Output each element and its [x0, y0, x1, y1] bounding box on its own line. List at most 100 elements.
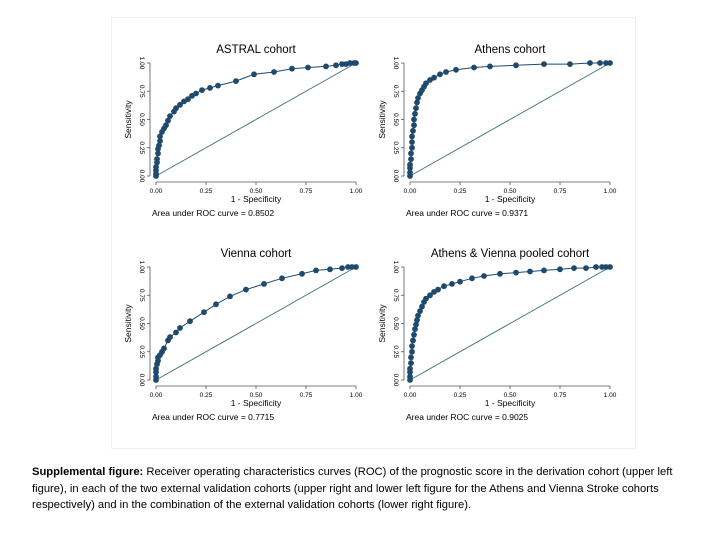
- roc-point: [453, 66, 459, 73]
- roc-point: [261, 281, 267, 287]
- roc-point: [497, 270, 503, 277]
- roc-point: [487, 63, 493, 70]
- y-tick-label: 0.75: [138, 289, 145, 302]
- y-tick-label: 1.00: [392, 57, 399, 70]
- roc-point: [339, 61, 345, 67]
- roc-point: [251, 71, 257, 78]
- roc-point: [327, 266, 333, 273]
- x-axis-label: 1 - Specificity: [231, 194, 282, 204]
- roc-point: [155, 150, 161, 157]
- y-axis-label: Sensitivity: [377, 304, 387, 343]
- roc-point: [177, 325, 183, 331]
- caption-label: Supplemental figure:: [32, 466, 144, 478]
- roc-point: [161, 345, 167, 352]
- roc-point: [407, 169, 413, 176]
- roc-point: [347, 60, 353, 66]
- roc-point: [527, 268, 533, 275]
- x-tick-label: 0.25: [200, 392, 213, 399]
- roc-point: [437, 71, 443, 78]
- roc-point: [415, 95, 421, 101]
- auc-annotation: Area under ROC curve = 0.9025: [406, 412, 528, 422]
- reference-diagonal: [155, 62, 357, 177]
- roc-point: [409, 133, 415, 140]
- roc-point: [411, 331, 417, 338]
- roc-point: [193, 90, 199, 97]
- auc-annotation: Area under ROC curve = 0.7715: [152, 412, 274, 422]
- reference-diagonal: [409, 266, 611, 381]
- y-tick-label: 0.25: [392, 345, 399, 358]
- roc-point: [207, 85, 213, 91]
- roc-panel: ASTRAL cohort 0.00 0.25 0.50 0.75 1.00 0.00 0.2…: [123, 44, 363, 218]
- roc-point: [427, 292, 433, 299]
- roc-point: [471, 64, 477, 71]
- roc-point: [413, 105, 419, 112]
- roc-point: [411, 116, 417, 123]
- roc-point: [153, 365, 159, 372]
- roc-point: [407, 161, 413, 168]
- y-tick-label: 0.50: [392, 113, 399, 126]
- roc-point: [414, 99, 420, 106]
- chart-title: Athens & Vienna pooled cohort: [431, 248, 590, 260]
- roc-point: [443, 69, 449, 75]
- roc-point: [413, 321, 419, 328]
- roc-point: [412, 326, 418, 332]
- roc-point: [603, 60, 609, 66]
- y-tick-label: 0.25: [138, 141, 145, 154]
- roc-point: [408, 150, 414, 157]
- chart-title: ASTRAL cohort: [216, 44, 296, 56]
- x-tick-label: 1.00: [604, 188, 617, 195]
- roc-point: [215, 82, 221, 89]
- roc-point: [305, 64, 311, 71]
- x-tick-label: 0.50: [250, 188, 263, 195]
- roc-point: [407, 373, 413, 380]
- y-tick-label: 1.00: [138, 261, 145, 274]
- roc-panel: Vienna cohort 0.00 0.25 0.50 0.75 1.00 0.00 0.2…: [123, 248, 363, 422]
- y-axis-label: Sensitivity: [377, 100, 387, 139]
- x-tick-label: 0.50: [250, 392, 263, 399]
- roc-point: [441, 283, 447, 290]
- roc-point: [407, 365, 413, 372]
- chart-title: Vienna cohort: [221, 248, 293, 260]
- roc-point: [409, 144, 415, 151]
- roc-point: [513, 269, 519, 276]
- roc-point: [213, 301, 219, 308]
- x-tick-label: 0.00: [150, 188, 163, 195]
- roc-panel: Athens & Vienna pooled cohort 0.00 0.25 0.5…: [377, 248, 617, 422]
- x-tick-label: 0.75: [554, 188, 567, 195]
- roc-point: [409, 348, 415, 355]
- roc-point: [541, 61, 547, 67]
- roc-point: [339, 265, 345, 271]
- auc-annotation: Area under ROC curve = 0.8502: [152, 208, 274, 218]
- roc-point: [173, 329, 179, 336]
- y-tick-label: 0.75: [392, 289, 399, 302]
- roc-point: [513, 62, 519, 69]
- x-tick-label: 0.25: [454, 392, 467, 399]
- roc-point: [409, 343, 415, 349]
- y-axis-label: Sensitivity: [123, 304, 133, 343]
- roc-point: [154, 156, 160, 163]
- x-tick-label: 0.00: [404, 188, 417, 195]
- y-tick-label: 1.00: [392, 261, 399, 274]
- roc-point: [410, 337, 416, 344]
- reference-diagonal: [409, 62, 611, 177]
- roc-point: [587, 60, 593, 66]
- roc-point: [414, 317, 420, 323]
- roc-point: [163, 122, 169, 129]
- roc-point: [412, 110, 418, 117]
- roc-point: [593, 264, 599, 270]
- y-tick-label: 0.75: [138, 85, 145, 98]
- roc-point: [157, 138, 163, 144]
- y-axis-label: Sensitivity: [123, 100, 133, 139]
- roc-point: [289, 65, 295, 72]
- roc-point: [323, 63, 329, 70]
- roc-point: [227, 293, 233, 300]
- x-tick-label: 0.00: [404, 392, 417, 399]
- figure-caption: Supplemental figure: Receiver operating …: [32, 464, 692, 514]
- roc-point: [449, 281, 455, 287]
- y-tick-label: 0.00: [138, 374, 145, 387]
- roc-point: [415, 312, 421, 319]
- caption-text: Receiver operating characteristics curve…: [32, 466, 673, 511]
- roc-point: [156, 142, 162, 149]
- roc-point: [599, 264, 605, 270]
- y-tick-label: 0.75: [392, 85, 399, 98]
